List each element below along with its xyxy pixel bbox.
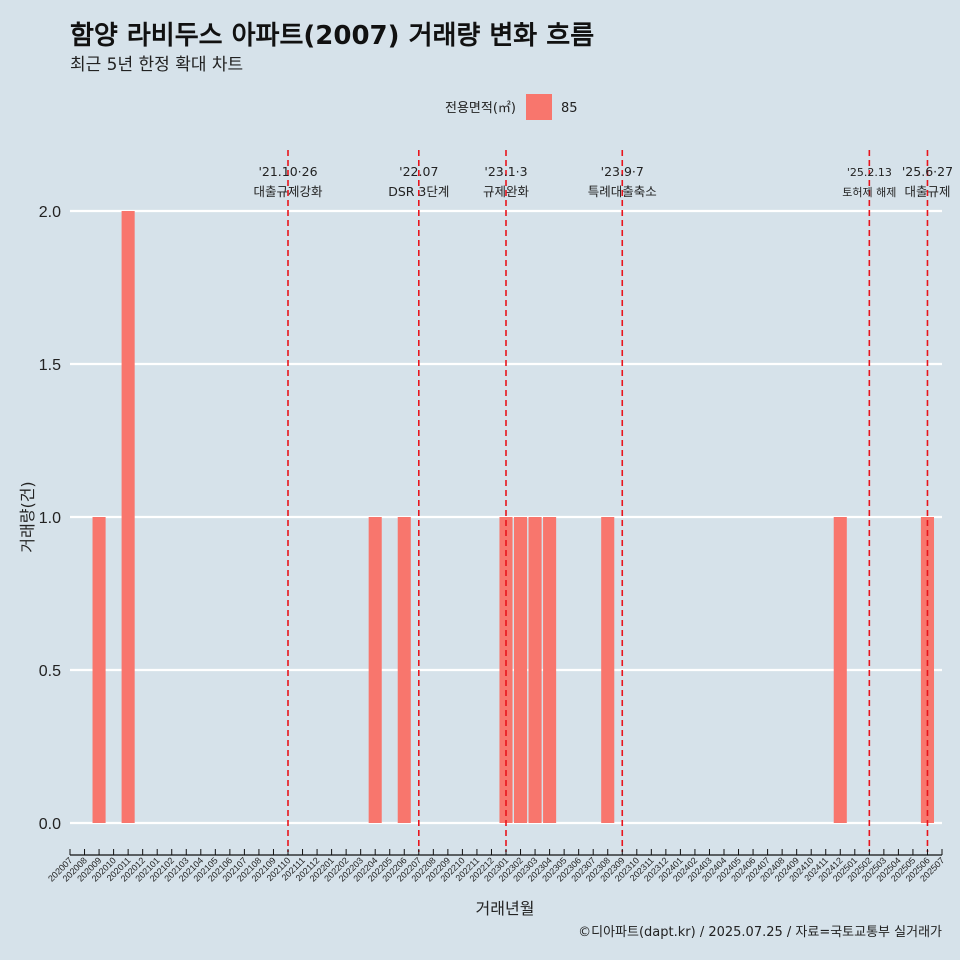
event-date: '23.9·7 <box>601 164 644 179</box>
x-axis: 2020072020082020092020102020112020122021… <box>46 849 946 884</box>
chart-title: 함양 라비두스 아파트(2007) 거래량 변화 흐름 <box>70 21 594 51</box>
legend-entry-85: 85 <box>561 101 578 116</box>
event-lines <box>287 150 929 852</box>
bar <box>513 517 528 823</box>
y-tick-label: 2.0 <box>39 204 61 221</box>
y-tick-label: 1.5 <box>39 357 61 374</box>
y-axis: 0.0 0.5 1.0 1.5 2.0 <box>39 204 61 833</box>
event-label: 규제완화 <box>483 184 530 199</box>
bar <box>121 211 135 823</box>
bar <box>368 517 382 823</box>
bar <box>528 517 542 823</box>
bar <box>397 517 411 823</box>
legend: 전용면적(㎡) 85 <box>445 94 578 120</box>
bar <box>601 517 615 823</box>
legend-swatch <box>526 94 552 120</box>
y-tick-label: 0.0 <box>39 816 61 833</box>
event-annotations: '21.10·26 대출규제강화 '22.07 DSR 3단계 '23.1·3 규제완화 '… <box>253 164 953 199</box>
event-date: '25.2.13 <box>847 166 892 179</box>
y-axis-title: 거래량(건) <box>18 481 37 552</box>
event-label: 특례대출축소 <box>588 184 657 199</box>
event-date: '23.1·3 <box>484 164 527 179</box>
caption: ©디아파트(dapt.kr) / 2025.07.25 / 자료=국토교통부 실… <box>578 925 942 940</box>
event-date: '21.10·26 <box>258 164 317 179</box>
bar <box>543 517 557 823</box>
x-axis-title: 거래년월 <box>476 899 535 918</box>
event-label: DSR 3단계 <box>388 184 449 199</box>
y-tick-label: 0.5 <box>39 663 61 680</box>
y-tick-label: 1.0 <box>39 510 61 527</box>
event-label: 토허제 해제 <box>842 185 896 199</box>
event-label: 대출규제 <box>904 184 950 199</box>
legend-title: 전용면적(㎡) <box>445 101 516 116</box>
bar <box>833 517 847 823</box>
event-label: 대출규제강화 <box>253 184 323 199</box>
event-date: '25.6·27 <box>902 164 953 179</box>
event-date: '22.07 <box>399 164 438 179</box>
bar <box>92 517 106 823</box>
chart-subtitle: 최근 5년 한정 확대 차트 <box>70 55 243 75</box>
